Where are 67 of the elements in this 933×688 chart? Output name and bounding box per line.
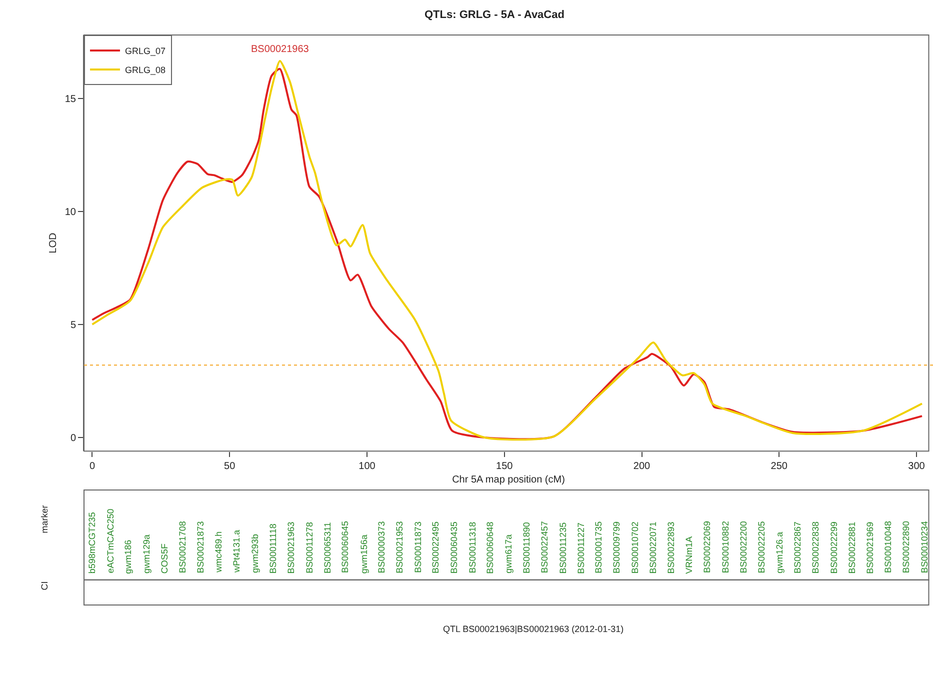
text: gwm617a [504, 534, 514, 574]
text: b598mCGT235 [86, 512, 97, 574]
legend-label: GRLG_07 [125, 46, 166, 56]
annotation: BS00021963 [251, 44, 310, 55]
text: BS00009799 [612, 521, 622, 574]
text: BS00022867 [792, 521, 803, 574]
text: BS00060645 [340, 520, 350, 574]
x-axis-title: Chr 5A map position (cM) [452, 474, 565, 486]
text: BS00010882 [720, 521, 730, 574]
text: BS00022071 [648, 522, 658, 574]
text: BS00010702 [630, 522, 640, 574]
text: wPt4131.a [232, 530, 242, 574]
text: wmc489.h [214, 531, 224, 574]
x-tick-label: 150 [496, 461, 514, 472]
text: BS00022890 [901, 521, 912, 574]
x-tick-label: 250 [770, 461, 788, 472]
text: gwm186 [123, 540, 134, 574]
x-tick-label: 100 [358, 461, 376, 472]
text: BS00011235 [558, 522, 568, 574]
text: marker [39, 505, 50, 534]
text: BS00022069 [702, 520, 712, 574]
text: BS00022881 [846, 522, 857, 574]
text: QTL BS00021963|BS00021963 (2012-01-31) [443, 624, 624, 634]
text: BS00011227 [576, 522, 586, 574]
text: BS00060435 [448, 522, 459, 574]
text: BS00022838 [810, 522, 821, 574]
y-tick-label: 15 [64, 94, 76, 105]
text: BS00021953 [394, 521, 404, 574]
text: gwm293b [250, 534, 260, 574]
x-tick-label: 200 [633, 461, 651, 472]
text: BS00065311 [322, 522, 333, 574]
text: gwm126.a [774, 532, 785, 574]
text: gwm156a [358, 534, 369, 574]
text: BS00011278 [304, 522, 314, 574]
text: BS00022205 [756, 521, 766, 574]
chart-title: QTLs: GRLG - 5A - AvaCad [424, 9, 564, 22]
y-tick-label: 0 [70, 433, 76, 444]
text: BS00021969 [865, 522, 876, 574]
text: BS00011318 [467, 522, 478, 574]
text: BS00022495 [430, 521, 441, 574]
y-axis-title: LOD [48, 232, 59, 254]
text: BS00000373 [376, 521, 386, 574]
legend-label: GRLG_08 [125, 65, 166, 76]
text: BS00001735 [594, 521, 604, 574]
y-tick-label: 10 [64, 206, 76, 218]
x-tick-label: 50 [224, 461, 236, 472]
text: eACTmCAC250 [105, 508, 116, 574]
text: BS00021708 [177, 521, 188, 574]
text: BS00021873 [195, 521, 206, 574]
x-tick-label: 0 [89, 461, 96, 472]
text: VRNm1A [684, 536, 694, 574]
text: COS5F [160, 543, 170, 574]
text: gwm129a [142, 534, 152, 574]
y-tick-label: 5 [70, 320, 76, 331]
text: BS00060648 [484, 522, 495, 574]
text: BS00011873 [413, 522, 424, 573]
text: BS00010234 [919, 521, 930, 574]
text: BS00022893 [666, 522, 676, 574]
text: BS00022200 [738, 521, 748, 574]
x-tick-label: 300 [908, 461, 926, 472]
text: BS00021963 [286, 522, 296, 574]
text: BS00022299 [828, 522, 839, 574]
text: BS00011118 [268, 524, 278, 574]
text: CI [39, 581, 50, 590]
text: BS00010048 [883, 520, 894, 573]
text: BS00022457 [539, 521, 550, 574]
text: BS00011890 [522, 522, 532, 574]
